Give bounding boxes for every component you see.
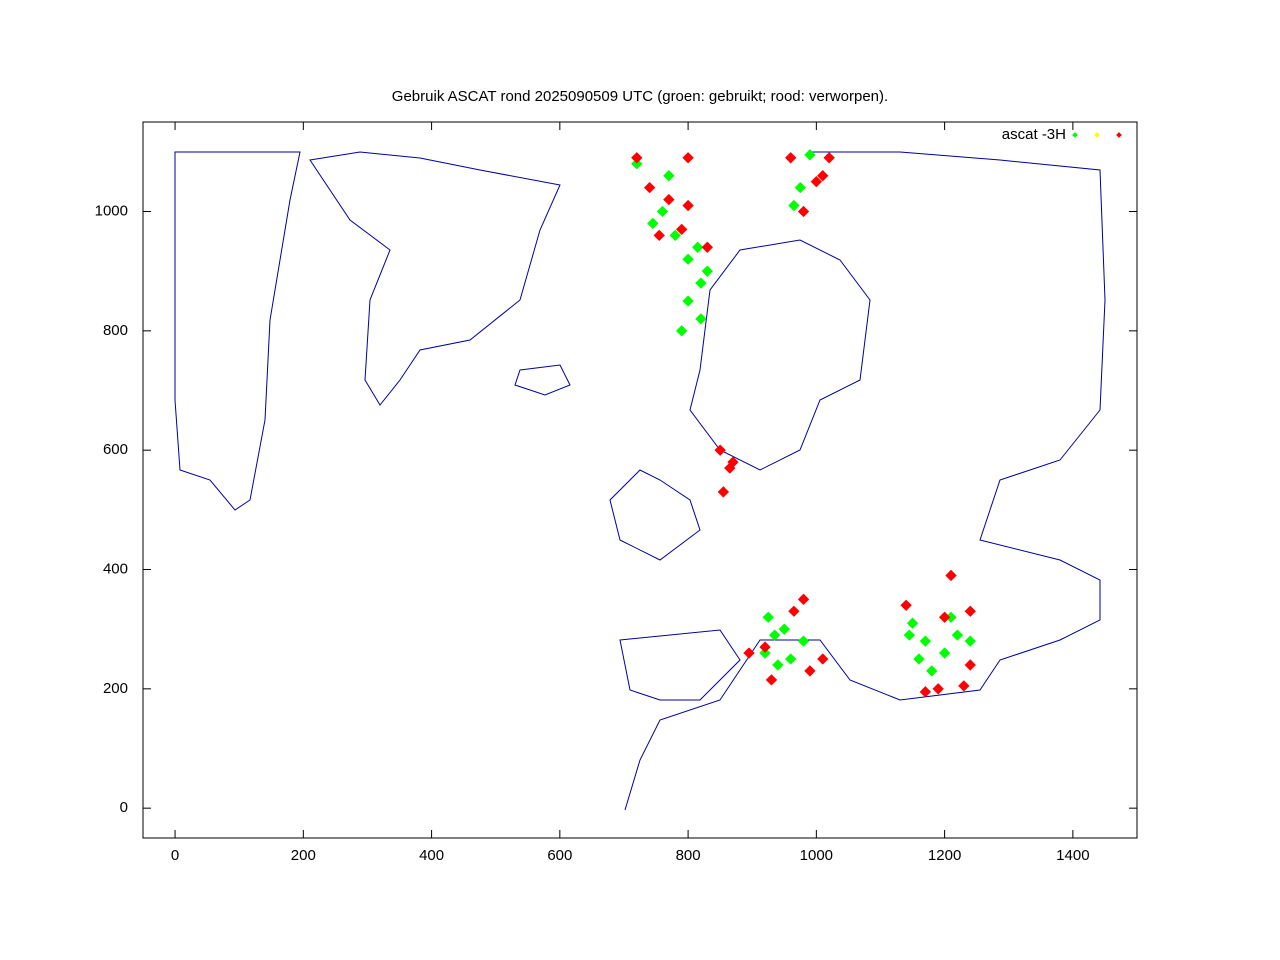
legend-marker <box>1116 132 1122 138</box>
point <box>817 170 829 182</box>
point <box>797 205 810 218</box>
point <box>762 611 774 623</box>
y-tick-label: 200 <box>103 680 128 697</box>
point <box>682 152 694 164</box>
point <box>765 674 778 686</box>
point <box>964 659 976 671</box>
x-tick-label: 600 <box>547 847 572 864</box>
point <box>785 152 797 164</box>
x-tick-label: 1000 <box>800 847 833 864</box>
point <box>676 223 688 236</box>
point <box>785 653 797 665</box>
point <box>913 653 925 665</box>
point <box>964 605 976 617</box>
point <box>692 241 704 253</box>
point <box>714 444 726 456</box>
point <box>647 217 659 230</box>
point <box>794 181 806 194</box>
point <box>938 647 951 659</box>
y-tick-label: 400 <box>103 560 128 577</box>
point <box>695 313 707 325</box>
point <box>906 617 919 629</box>
point <box>682 199 694 212</box>
y-tick-label: 0 <box>120 799 128 816</box>
point <box>656 205 669 218</box>
y-tick-label: 1000 <box>95 202 128 219</box>
chart-title: Gebruik ASCAT rond 2025090509 UTC (groen… <box>392 88 888 105</box>
x-tick-label: 200 <box>291 847 316 864</box>
point <box>701 265 713 277</box>
point <box>682 253 694 265</box>
point <box>653 229 665 242</box>
point <box>772 659 784 671</box>
point <box>682 295 694 307</box>
plot-frame <box>142 121 1138 839</box>
point <box>643 181 656 194</box>
legend-marker <box>1072 132 1078 138</box>
x-tick-label: 800 <box>676 847 701 864</box>
point <box>631 158 643 170</box>
point <box>804 665 816 677</box>
point <box>958 680 970 692</box>
y-tick-label: 800 <box>103 322 128 339</box>
point <box>695 277 707 289</box>
point <box>810 176 823 188</box>
point <box>945 569 957 582</box>
point <box>701 241 713 253</box>
point <box>964 635 976 647</box>
point <box>919 635 932 647</box>
point <box>932 683 944 695</box>
point <box>759 641 771 653</box>
point <box>951 629 964 641</box>
x-tick-label: 1200 <box>928 847 961 864</box>
x-tick-label: 0 <box>171 847 179 864</box>
point <box>788 199 800 212</box>
point <box>797 593 810 605</box>
point <box>769 629 781 641</box>
x-tick-label: 400 <box>419 847 444 864</box>
point <box>938 611 951 623</box>
point <box>778 623 790 635</box>
point <box>743 647 755 659</box>
y-tick-label: 600 <box>103 441 128 458</box>
point <box>727 456 739 468</box>
point <box>900 599 912 611</box>
legend-label: ascat -3H <box>1002 126 1066 143</box>
legend-marker <box>1094 132 1100 138</box>
point <box>759 647 771 659</box>
point <box>817 653 829 665</box>
point <box>903 629 915 641</box>
point <box>797 635 810 647</box>
point <box>823 152 835 164</box>
x-tick-label: 1400 <box>1056 847 1089 864</box>
point <box>926 665 938 677</box>
point <box>945 611 957 623</box>
point <box>919 686 932 698</box>
point <box>717 486 730 498</box>
point <box>663 170 675 182</box>
point <box>631 152 643 164</box>
point <box>788 605 800 617</box>
point <box>804 149 816 161</box>
point <box>663 193 675 206</box>
coastlines <box>174 151 1106 811</box>
point <box>676 325 688 337</box>
point <box>669 229 681 242</box>
